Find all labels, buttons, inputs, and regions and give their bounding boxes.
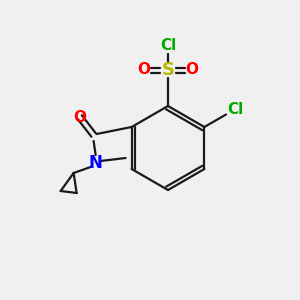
Text: N: N xyxy=(89,154,103,172)
Text: Cl: Cl xyxy=(160,38,176,53)
Text: S: S xyxy=(161,61,175,79)
Text: O: O xyxy=(137,62,151,77)
Text: Cl: Cl xyxy=(227,101,244,116)
Text: O: O xyxy=(185,62,199,77)
Text: O: O xyxy=(73,110,86,124)
